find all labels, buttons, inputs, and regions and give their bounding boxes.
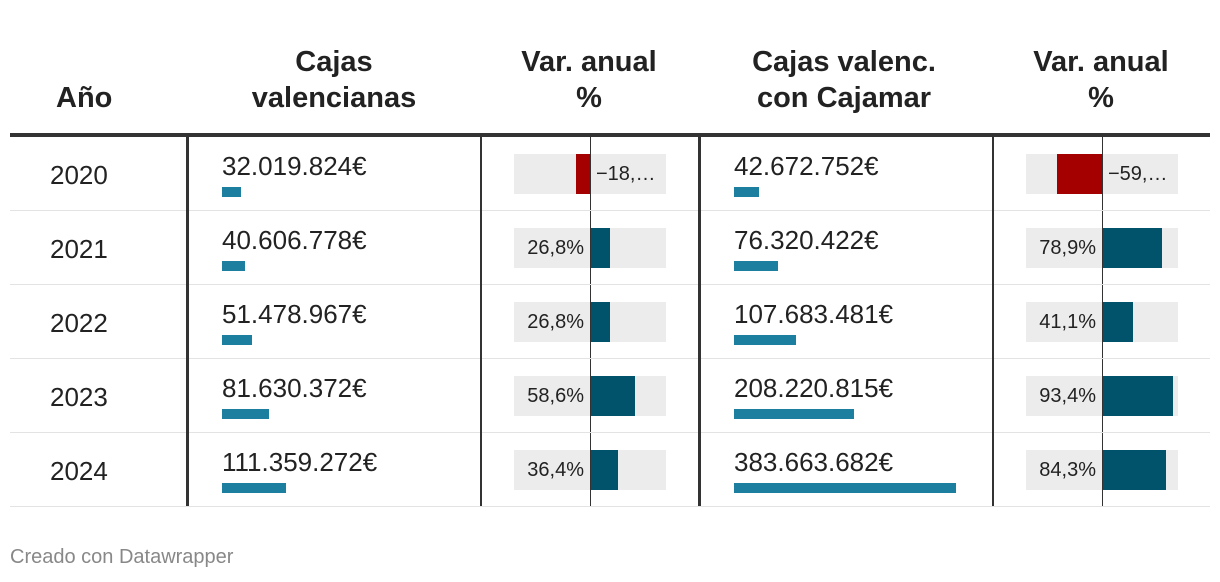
year-cell: 2021 (50, 234, 108, 264)
var-anual-cajas-bar (590, 228, 611, 268)
cajas-valencianas-bar (222, 483, 287, 493)
table-row: 2020 32.019.824€ −18,… 42.672.752€ −59,… (10, 137, 1210, 211)
row-separator (10, 358, 1210, 359)
row-separator (10, 432, 1210, 433)
cajas-valencianas-bar (222, 261, 246, 271)
cajas-cajamar-value: 383.663.682€ (734, 447, 894, 477)
column-divider (480, 137, 482, 506)
header-var-anual-2: Var. anual% (1033, 46, 1169, 114)
var-anual-cajas-zero-line (590, 211, 591, 285)
column-divider (186, 137, 189, 506)
var-anual-cajas-bar (590, 302, 611, 342)
var-anual-cajas-zero-line (590, 285, 591, 359)
year-cell: 2023 (50, 382, 108, 412)
table-row: 2022 51.478.967€ 26,8% 107.683.481€ 41,1% (10, 285, 1210, 359)
cajas-cajamar-value: 42.672.752€ (734, 151, 879, 181)
header-cajas-con-cajamar: Cajas valenc. con Cajamar (752, 46, 936, 114)
var-anual-cajas-label: 26,8% (527, 311, 584, 333)
var-anual-cajamar-label: 84,3% (1039, 459, 1096, 481)
year-cell: 2024 (50, 456, 108, 486)
column-divider (698, 137, 701, 506)
var-anual-cajamar-bar (1056, 154, 1102, 194)
table-row: 2023 81.630.372€ 58,6% 208.220.815€ 93,4% (10, 359, 1210, 433)
var-anual-cajamar-label: 78,9% (1039, 237, 1096, 259)
year-cell: 2020 (50, 160, 108, 190)
var-anual-cajamar-bar (1102, 376, 1173, 416)
table-row: 2021 40.606.778€ 26,8% 76.320.422€ 78,9% (10, 211, 1210, 285)
var-anual-cajamar-bar (1102, 302, 1134, 342)
cajas-valencianas-value: 40.606.778€ (222, 225, 367, 255)
cajas-cajamar-bar (734, 261, 779, 271)
cajas-valencianas-value: 51.478.967€ (222, 299, 367, 329)
cajas-cajamar-bar (734, 409, 855, 419)
var-anual-cajamar-bar (1102, 228, 1162, 268)
header-var-anual-1: Var. anual% (521, 46, 657, 114)
footer-credit: Creado con Datawrapper (10, 546, 234, 568)
cajas-cajamar-bar (734, 335, 797, 345)
var-anual-cajamar-zero-line (1102, 285, 1103, 359)
var-anual-cajas-label: 36,4% (527, 459, 584, 481)
var-anual-cajas-bar (590, 376, 635, 416)
var-anual-cajas-zero-line (590, 359, 591, 433)
var-anual-cajamar-zero-line (1102, 137, 1103, 211)
header-rule (10, 133, 1210, 137)
cajas-valencianas-bar (222, 335, 252, 345)
header-cajas-valencianas: Cajas valencianas (251, 46, 417, 114)
row-separator (10, 284, 1210, 285)
header-year: Año (56, 82, 113, 114)
var-anual-cajas-label: −18,… (596, 163, 656, 185)
cajas-cajamar-value: 208.220.815€ (734, 373, 894, 403)
column-divider (992, 137, 994, 506)
year-cell: 2022 (50, 308, 108, 338)
var-anual-cajas-bar (576, 154, 590, 194)
cajas-valencianas-bar (222, 187, 241, 197)
var-anual-cajamar-label: 41,1% (1039, 311, 1096, 333)
cajas-cajamar-bar (734, 483, 956, 493)
cajas-valencianas-value: 81.630.372€ (222, 373, 367, 403)
cajas-cajamar-value: 76.320.422€ (734, 225, 879, 255)
cajas-valencianas-value: 32.019.824€ (222, 151, 367, 181)
row-separator (10, 506, 1210, 507)
var-anual-cajas-label: 26,8% (527, 237, 584, 259)
var-anual-cajamar-label: 93,4% (1039, 385, 1096, 407)
var-anual-cajamar-zero-line (1102, 359, 1103, 433)
cajas-valencianas-value: 111.359.272€ (222, 447, 378, 477)
var-anual-cajamar-zero-line (1102, 211, 1103, 285)
row-separator (10, 210, 1210, 211)
var-anual-cajas-label: 58,6% (527, 385, 584, 407)
var-anual-cajamar-label: −59,… (1108, 163, 1168, 185)
var-anual-cajas-bar (590, 450, 618, 490)
var-anual-cajas-zero-line (590, 137, 591, 211)
table-row: 2024 111.359.272€ 36,4% 383.663.682€ 84,3% (10, 433, 1210, 507)
var-anual-cajamar-zero-line (1102, 433, 1103, 507)
cajas-valencianas-bar (222, 409, 270, 419)
cajas-cajamar-value: 107.683.481€ (734, 299, 894, 329)
var-anual-cajamar-bar (1102, 450, 1167, 490)
cajas-cajamar-bar (734, 187, 759, 197)
var-anual-cajas-zero-line (590, 433, 591, 507)
